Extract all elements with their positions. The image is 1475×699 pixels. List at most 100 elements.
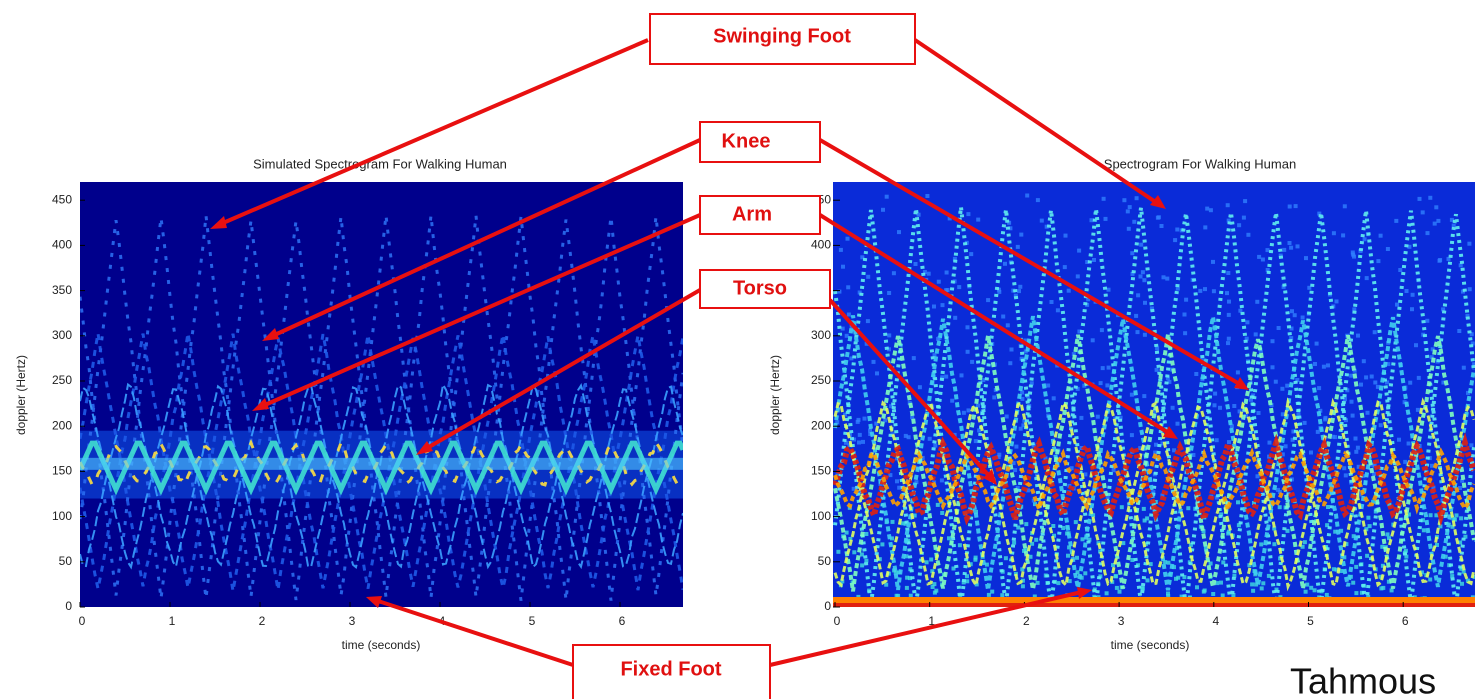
texture bbox=[940, 511, 945, 515]
texture bbox=[1366, 515, 1371, 520]
texture bbox=[1156, 215, 1161, 220]
texture bbox=[1302, 420, 1307, 425]
texture bbox=[1226, 531, 1231, 536]
texture bbox=[932, 304, 936, 309]
texture bbox=[1321, 364, 1326, 369]
texture bbox=[1101, 196, 1106, 201]
texture bbox=[1132, 219, 1137, 224]
texture bbox=[1079, 415, 1084, 420]
arrow bbox=[818, 138, 1245, 388]
texture bbox=[891, 271, 896, 276]
texture bbox=[1055, 308, 1060, 313]
texture bbox=[1325, 523, 1330, 528]
texture bbox=[1446, 256, 1451, 261]
texture bbox=[1023, 349, 1028, 354]
arrow bbox=[913, 38, 1162, 207]
arrowheads bbox=[210, 195, 1249, 608]
plot-title: Simulated Spectrogram For Walking Human bbox=[253, 156, 507, 171]
texture bbox=[1309, 450, 1313, 455]
texture bbox=[1075, 274, 1080, 279]
texture bbox=[1160, 441, 1165, 446]
texture bbox=[1086, 297, 1091, 302]
texture bbox=[1025, 193, 1030, 198]
texture bbox=[1352, 368, 1357, 373]
texture bbox=[1326, 363, 1330, 368]
x-tick-label: 0 bbox=[834, 614, 841, 628]
texture bbox=[1281, 284, 1286, 289]
texture bbox=[1287, 241, 1292, 245]
texture bbox=[1451, 517, 1456, 522]
texture bbox=[1304, 256, 1308, 261]
texture bbox=[1170, 405, 1175, 410]
texture bbox=[1020, 567, 1025, 572]
texture bbox=[1386, 579, 1391, 584]
texture bbox=[1244, 336, 1249, 341]
texture bbox=[1020, 390, 1025, 395]
texture bbox=[1129, 433, 1134, 438]
texture bbox=[1031, 443, 1036, 448]
texture bbox=[1388, 607, 1392, 611]
texture bbox=[1175, 421, 1180, 426]
texture bbox=[1364, 527, 1369, 532]
texture bbox=[1251, 588, 1256, 593]
annotation-label: Torso bbox=[733, 277, 787, 299]
texture bbox=[1331, 434, 1336, 439]
annotation-label: Arm bbox=[732, 203, 772, 225]
texture bbox=[1359, 590, 1364, 595]
texture bbox=[857, 290, 862, 295]
texture bbox=[1354, 564, 1359, 569]
arrowhead bbox=[1150, 195, 1166, 209]
texture bbox=[1095, 414, 1100, 419]
texture bbox=[914, 480, 919, 485]
texture bbox=[1250, 582, 1255, 587]
texture bbox=[1461, 365, 1466, 370]
texture bbox=[1256, 411, 1261, 415]
annotation-box bbox=[699, 121, 821, 163]
texture bbox=[1269, 504, 1273, 509]
arrow bbox=[371, 597, 574, 667]
texture bbox=[1130, 558, 1135, 562]
texture bbox=[1022, 418, 1027, 423]
texture bbox=[1030, 541, 1035, 546]
texture bbox=[1105, 383, 1110, 388]
texture bbox=[1183, 331, 1188, 336]
annotation-box bbox=[572, 644, 771, 699]
texture bbox=[1063, 233, 1068, 238]
texture bbox=[908, 576, 912, 581]
texture bbox=[1172, 448, 1177, 453]
texture bbox=[932, 582, 937, 587]
texture bbox=[1300, 315, 1305, 320]
texture bbox=[1326, 505, 1330, 509]
texture bbox=[1436, 218, 1441, 223]
texture bbox=[1278, 253, 1283, 258]
texture bbox=[1438, 258, 1443, 262]
arrow bbox=[828, 298, 994, 481]
texture bbox=[1231, 606, 1236, 607]
texture bbox=[874, 421, 879, 426]
texture bbox=[1469, 332, 1474, 337]
texture bbox=[947, 216, 952, 221]
y-tick-label: 250 bbox=[52, 373, 72, 387]
texture bbox=[1014, 444, 1019, 449]
arrow bbox=[215, 38, 649, 228]
texture bbox=[1373, 380, 1378, 385]
texture bbox=[1159, 224, 1164, 228]
texture bbox=[1186, 506, 1191, 511]
texture bbox=[1259, 542, 1264, 547]
texture bbox=[1387, 536, 1391, 541]
texture bbox=[1344, 542, 1349, 547]
texture bbox=[1266, 573, 1271, 578]
x-tick-label: 1 bbox=[928, 614, 935, 628]
texture bbox=[1283, 444, 1288, 449]
texture bbox=[1172, 565, 1176, 570]
texture bbox=[1067, 545, 1072, 550]
texture bbox=[1225, 291, 1229, 296]
texture bbox=[986, 298, 991, 303]
texture bbox=[1407, 244, 1412, 249]
texture bbox=[857, 440, 861, 445]
texture bbox=[924, 560, 929, 565]
texture bbox=[1280, 452, 1285, 457]
texture bbox=[1213, 391, 1218, 396]
y-tick-label: 100 bbox=[52, 509, 72, 523]
texture bbox=[1301, 454, 1306, 459]
